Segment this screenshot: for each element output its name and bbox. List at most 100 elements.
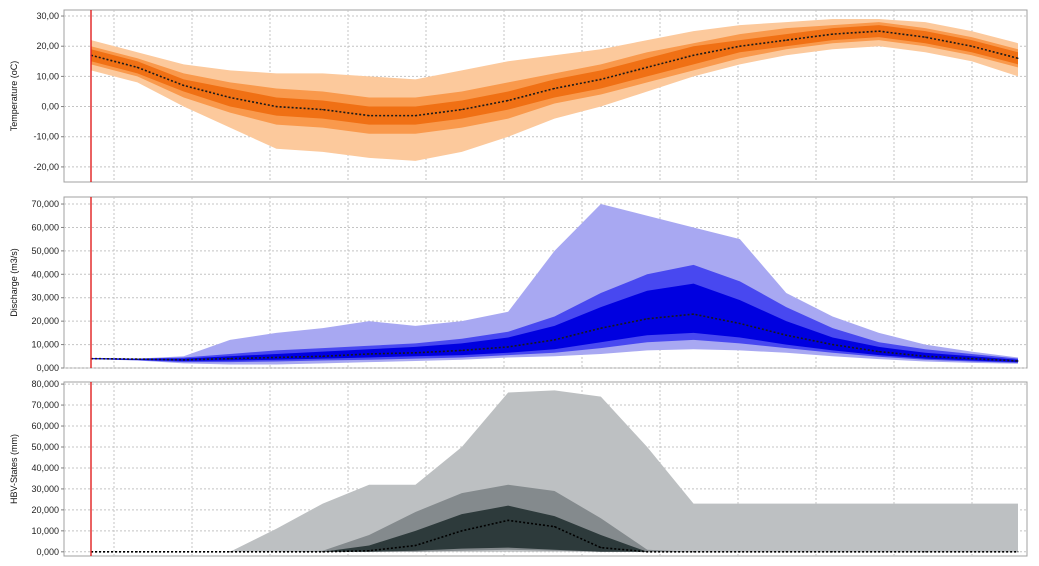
panel-3-outer-band-low-point-20 — [1017, 551, 1018, 552]
panel-3-inner-band — [91, 505, 1018, 552]
panel-2-inner-band-high-point-13 — [693, 283, 694, 284]
panel-3-median-line-point-4 — [275, 551, 277, 553]
panel-1-inner-band-low-point-11 — [600, 88, 601, 89]
panel-1-inner-band-high-point-14 — [739, 40, 740, 41]
panel-3-middle-band-high-point-9 — [508, 484, 509, 485]
panel-1-outer-band-low-point-1 — [137, 82, 138, 83]
panel-1-outer-band-low-point-10 — [554, 118, 555, 119]
panel-2-inner-band-low-point-6 — [369, 357, 370, 358]
panel-3-median-line-point-2 — [183, 551, 185, 553]
panel-3-ytick-label-1: 70,000 — [31, 400, 59, 410]
panel-1-median-line-point-7 — [414, 115, 417, 117]
panel-2-outer-band-low-point-10 — [554, 356, 555, 357]
panel-2-outer-band-low-point-1 — [137, 360, 138, 361]
panel-2-outer-band-low-point-7 — [415, 360, 416, 361]
panel-1-median-line-point-1 — [136, 66, 138, 68]
panel-1-inner-band-high-point-16 — [832, 28, 833, 29]
panel-2-outer-band-high-point-9 — [508, 311, 509, 312]
panel-2-inner-band-high-point-5 — [322, 351, 323, 352]
panel-1-inner-band-high-point-2 — [183, 79, 184, 80]
panel-1-outer-band-high-point-3 — [229, 70, 230, 71]
panel-3-outer-band-low-point-4 — [276, 551, 277, 552]
panel-3-median-line-point-10 — [553, 526, 556, 528]
panel-1-inner-band-low-point-18 — [925, 43, 926, 44]
panel-2-inner-band-low-point-9 — [508, 352, 509, 353]
panel-2-inner-band-high-point-8 — [461, 343, 462, 344]
panel-2-outer-band-high-point-11 — [600, 203, 601, 204]
panel-1-middle-band-high-point-2 — [183, 73, 184, 74]
panel-3-median-line-point-7 — [414, 544, 417, 547]
panel-1-median-line — [90, 30, 1019, 117]
panel-1-median-line-point-3 — [229, 96, 231, 99]
panel-2-inner-band-low-point-2 — [183, 360, 184, 361]
panel-2-inner-band-high-point-12 — [647, 290, 648, 291]
panel-2-median-line-point-6 — [368, 353, 370, 355]
panel-3-median-line-point-15 — [785, 551, 787, 553]
panel-2-median-line-point-1 — [136, 358, 138, 360]
panel-1-middle-band-low-point-6 — [369, 133, 370, 134]
panel-1-middle-band-high-point-16 — [832, 24, 833, 25]
panel-2-outer-band-low-point-3 — [229, 364, 230, 365]
panel-2-middle-band-low-point-9 — [508, 355, 509, 356]
panel-3-inner-band-low-point-9 — [508, 547, 509, 548]
panel-2-outer-band-low-point-20 — [1017, 363, 1018, 364]
panel-1-inner-band-high-point-4 — [276, 97, 277, 98]
panel-2-middle-band-high-point-4 — [276, 350, 277, 351]
panel-2-inner-band-low-point-7 — [415, 356, 416, 357]
panel-2-median-line-point-13 — [692, 313, 695, 315]
panel-1-inner-band-low-point-7 — [415, 124, 416, 125]
panel-1-ytick-label-1: 20,00 — [36, 41, 59, 51]
panel-1-median-line-point-19 — [971, 45, 973, 47]
panel-2-inner-band-high-point-16 — [832, 337, 833, 338]
panel-2-inner-band-high-point-4 — [276, 353, 277, 354]
panel-2-outer-band-low-point-16 — [832, 356, 833, 357]
panel-3-outer-band-high-point-19 — [971, 503, 972, 504]
panel-2-outer-band-high-point-15 — [786, 292, 787, 293]
panel-2-ytick-label-7: 0,000 — [36, 363, 59, 373]
panel-1-ylabel: Temperature (oC) — [9, 61, 19, 132]
panel-1-middle-band-low-point-5 — [322, 127, 323, 128]
panel-3-outer-band-high-point-14 — [739, 503, 740, 504]
panel-2-outer-band-high-point-19 — [971, 351, 972, 352]
panel-2-ytick-label-5: 20,000 — [31, 316, 59, 326]
panel-3-outer-band-high-point-17 — [878, 503, 879, 504]
panel-3-outer-band-high-point-4 — [276, 528, 277, 529]
panel-3-outer-band-low-point-12 — [647, 551, 648, 552]
panel-1-middle-band-low-point-11 — [600, 94, 601, 95]
panel-3-ytick-label-0: 80,000 — [31, 379, 59, 389]
panel-2-inner-band-low-point-11 — [600, 342, 601, 343]
panel-1-inner-band-high-point-15 — [786, 34, 787, 35]
panel-1-inner-band-low-point-2 — [183, 91, 184, 92]
panel-1-middle-band-low-point-16 — [832, 43, 833, 44]
panel-3-median-line-point-11 — [600, 547, 602, 549]
panel-1-middle-band-high-point-7 — [415, 97, 416, 98]
panel-2-inner-band-high-point-14 — [739, 299, 740, 300]
panel-3-outer-band-high-point-3 — [229, 551, 230, 552]
panel-1-outer-band-high-point-1 — [137, 52, 138, 53]
panel-2-median-line-point-20 — [1017, 360, 1019, 362]
panel-2-inner-band-high-point-17 — [878, 346, 879, 347]
panel-1-middle-band-high-point-6 — [369, 97, 370, 98]
panel-2-outer-band-high-point-14 — [739, 239, 740, 240]
panel-2-outer-band-high-point-10 — [554, 250, 555, 251]
panel-1-median-line-point-9 — [507, 99, 509, 102]
panel-3-outer-band-high-point-1 — [137, 551, 138, 552]
panel-1-outer-band-high-point-18 — [925, 21, 926, 22]
panel-2-outer-band-low-point-18 — [925, 361, 926, 362]
panel-2-median-line-point-9 — [507, 346, 509, 348]
panel-3-median-line-point-16 — [832, 551, 834, 553]
panel-2-outer-band-high-point-3 — [229, 339, 230, 340]
panel-2-outer-band-low-point-2 — [183, 363, 184, 364]
panel-2-outer-band-low-point-6 — [369, 362, 370, 363]
panel-2-outer-band-low-point-15 — [786, 352, 787, 353]
panel-1-median-line-point-6 — [368, 115, 370, 117]
panel-2-median-line-point-15 — [785, 334, 787, 336]
panel-3-ylabel: HBV-States (mm) — [9, 434, 19, 504]
panel-2-inner-band-high-point-11 — [600, 306, 601, 307]
panel-3-outer-band-low-point-6 — [369, 551, 370, 552]
panel-2-middle-band-high-point-12 — [647, 274, 648, 275]
panel-1-inner-band-low-point-16 — [832, 40, 833, 41]
panel-3-outer-band-low-point-7 — [415, 551, 416, 552]
panel-1-median-line-point-4 — [275, 105, 277, 108]
panel-2-median-line-point-12 — [646, 318, 648, 320]
